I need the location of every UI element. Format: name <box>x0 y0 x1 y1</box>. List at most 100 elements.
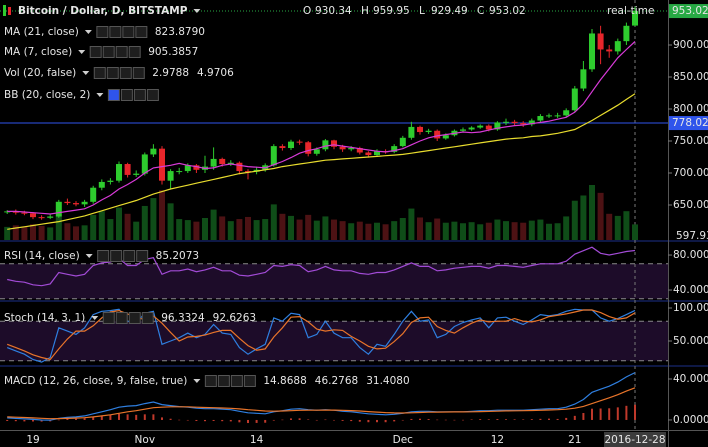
candle-body <box>81 201 88 205</box>
candle-body <box>305 142 312 154</box>
candle-body <box>210 158 217 167</box>
candle-body <box>296 141 303 143</box>
volume-bar <box>382 224 389 240</box>
histogram-bar <box>358 419 361 422</box>
histogram-bar <box>539 418 542 420</box>
histogram-bar <box>341 419 344 421</box>
legend-value: 14.8688 <box>263 375 306 387</box>
legend-button <box>119 67 132 79</box>
y-tick-label: 650.00 <box>673 199 708 211</box>
candle-body <box>64 201 71 204</box>
volume-bar <box>313 220 320 240</box>
legend-button <box>102 46 115 58</box>
price-line-label-box <box>669 116 708 131</box>
candle-body <box>47 216 54 218</box>
volume-bar <box>193 221 200 240</box>
legend-value: 2.9788 <box>152 67 189 79</box>
histogram-bar <box>548 418 550 420</box>
legend-button <box>141 312 154 324</box>
candle-body <box>365 152 372 156</box>
volume-bar <box>81 225 88 240</box>
legend-value: 96.3324 <box>161 312 205 324</box>
histogram-bar <box>109 414 112 420</box>
volume-bar <box>150 198 157 240</box>
volume-bar <box>116 207 122 240</box>
candle-body <box>176 171 183 173</box>
volume-bar <box>348 223 355 240</box>
legend-title: Stoch (14, 3, 1) <box>4 312 85 324</box>
volume-bar <box>64 223 71 240</box>
ohlc-value: 930.34 <box>315 5 352 17</box>
legend-title: MA (7, close) <box>4 46 72 58</box>
dropdown-arrow <box>91 316 99 320</box>
volume-bar <box>288 215 294 240</box>
volume-bar <box>365 223 372 240</box>
legend-button <box>106 67 119 79</box>
layer-data <box>4 6 638 424</box>
candle-body <box>313 149 320 154</box>
volume-bar <box>202 218 208 240</box>
volume-bar <box>434 218 441 240</box>
legend-button <box>123 250 136 262</box>
x-tick-label: 12 <box>491 434 504 446</box>
volume-bar <box>485 222 492 240</box>
y-tick-label: 100.00 <box>673 302 708 314</box>
candle-body <box>73 203 79 205</box>
histogram-bar <box>92 416 95 420</box>
volume-bar <box>494 219 501 240</box>
x-tick-label: Nov <box>135 434 156 446</box>
volume-bar <box>623 211 630 240</box>
candle-body <box>434 130 441 139</box>
legend-button <box>217 375 230 387</box>
histogram-bar <box>565 417 568 420</box>
volume-bar <box>124 213 131 240</box>
indicator-line <box>7 387 636 420</box>
volume-bar <box>47 227 54 240</box>
legend-button <box>132 67 145 79</box>
histogram-bar <box>118 413 120 420</box>
volume-bar <box>159 190 165 240</box>
volume-bar <box>12 225 19 240</box>
y-tick-label: 800.00 <box>673 103 708 115</box>
candle-body <box>90 187 97 202</box>
indicator-line <box>7 93 636 230</box>
ohlc-label: C <box>477 5 484 17</box>
histogram-bar <box>470 419 473 420</box>
histogram-bar <box>315 419 318 421</box>
y-tick-label: 0.0000 <box>673 414 708 426</box>
volume-bar <box>580 195 587 240</box>
histogram-bar <box>6 419 9 421</box>
candle-body <box>597 33 604 50</box>
y-tick-label: 80.0000 <box>673 249 708 261</box>
ohlc-value: 959.95 <box>373 5 410 17</box>
volume-bar <box>606 213 613 240</box>
legend-button <box>107 89 120 101</box>
indicator-line <box>6 308 636 363</box>
volume-bar <box>133 221 140 240</box>
volume-bar <box>262 219 269 240</box>
volume-bar <box>73 226 79 240</box>
volume-bar <box>528 220 535 240</box>
legend-value: 85.2073 <box>156 250 199 262</box>
volume-bar <box>503 221 509 240</box>
volume-bar <box>4 226 11 240</box>
price-line-label: 778.02 <box>672 117 708 129</box>
candle-body <box>442 135 449 139</box>
legend-button <box>110 250 123 262</box>
candle-body <box>279 146 286 149</box>
candle-body <box>227 162 234 165</box>
last-price-label: 953.02 <box>672 5 708 17</box>
volume-bar <box>296 219 303 240</box>
histogram-bar <box>195 419 198 421</box>
legend-title: BB (20, close, 2) <box>4 89 90 101</box>
legend-button <box>109 26 122 38</box>
legend-button <box>102 312 115 324</box>
candle-body <box>38 217 45 219</box>
candle-body <box>589 33 595 70</box>
histogram-bar <box>453 419 456 421</box>
volume-bar <box>537 219 544 240</box>
histogram-bar <box>161 417 163 420</box>
candle-body <box>399 137 406 147</box>
volume-bar <box>305 214 312 240</box>
